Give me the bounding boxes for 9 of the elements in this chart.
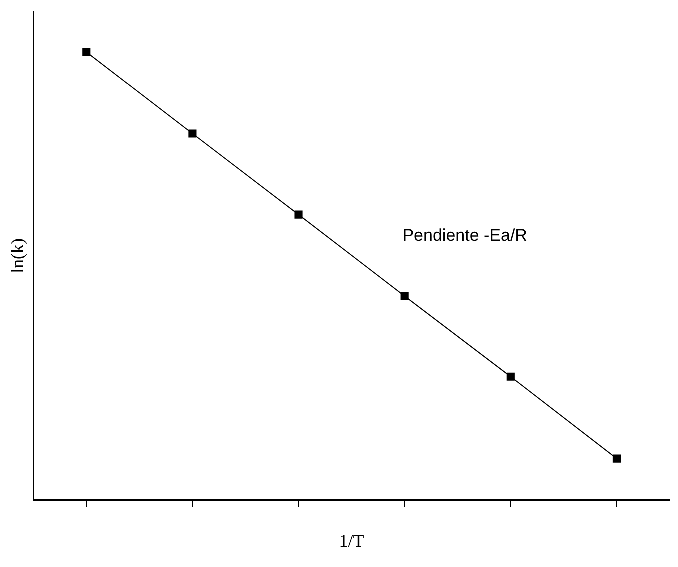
point	[82, 48, 91, 56]
point	[400, 292, 409, 300]
point	[188, 130, 197, 138]
y-axis-title: ln(k)	[8, 238, 28, 274]
point	[294, 210, 303, 219]
annotation: Pendiente -Ea/R	[402, 226, 528, 246]
x-axis-title: 1/T	[339, 530, 364, 551]
point	[506, 372, 515, 381]
point	[612, 454, 621, 463]
